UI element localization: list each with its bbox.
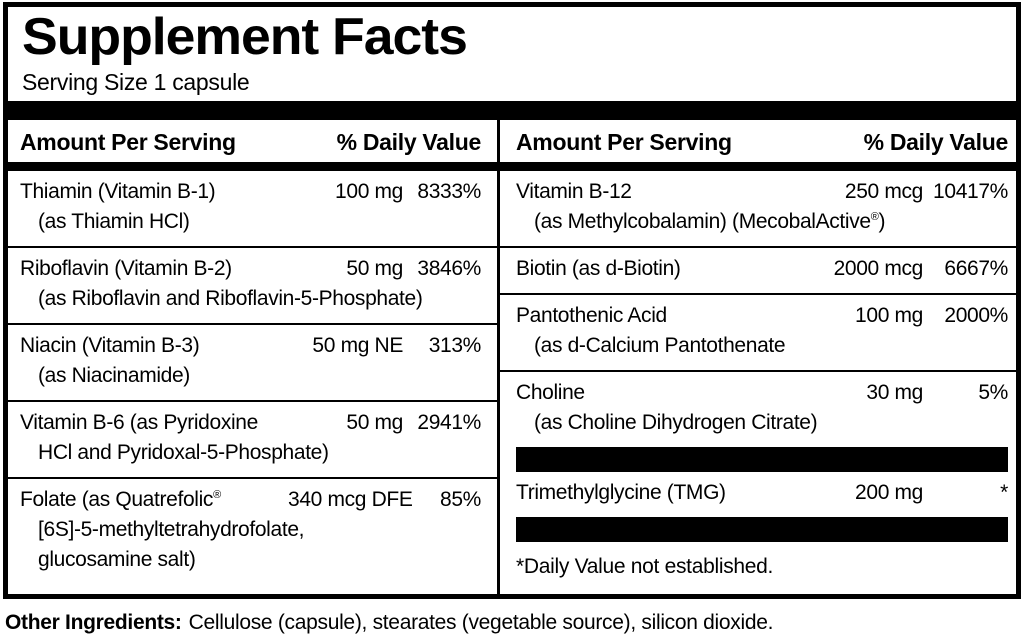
- nutrient-name: Thiamin (Vitamin B-1): [20, 180, 216, 203]
- nutrient-name: Niacin (Vitamin B-3): [20, 334, 200, 357]
- nutrient-row-folate: Folate (as Quatrefolic® 340 mcg DFE 85% …: [8, 479, 497, 584]
- nutrient-row-main: Thiamin (Vitamin B-1) 100 mg 8333%: [20, 177, 481, 207]
- nutrient-dv: 313%: [428, 334, 482, 357]
- other-ingredients-text: Cellulose (capsule), stearates (vegetabl…: [188, 611, 774, 634]
- nutrient-name: Trimethylglycine (TMG): [516, 481, 726, 504]
- black-separator-bar: [516, 447, 1008, 472]
- nutrient-row-main: Choline 30 mg 5%: [516, 378, 1008, 408]
- nutrient-amount: 50 mg: [346, 257, 403, 280]
- amount-per-serving-header: Amount Per Serving: [20, 129, 236, 155]
- nutrient-amount: 200 mg: [855, 481, 923, 504]
- nutrient-row-niacin: Niacin (Vitamin B-3) 50 mg NE 313% (as N…: [8, 325, 497, 402]
- other-ingredients-label: Other Ingredients:: [5, 611, 182, 634]
- nutrient-dv: 2941%: [417, 411, 481, 434]
- nutrient-row-thiamin: Thiamin (Vitamin B-1) 100 mg 8333% (as T…: [8, 171, 497, 248]
- nutrient-row-main: Trimethylglycine (TMG) 200 mg *: [516, 478, 1008, 508]
- nutrient-source: (as d-Calcium Pantothenate: [534, 334, 786, 357]
- nutrient-source-close: ): [878, 210, 886, 233]
- nutrient-amount: 50 mg: [346, 411, 403, 434]
- nutrient-dv: 2000%: [944, 304, 1008, 327]
- nutrient-columns: Amount Per Serving % Daily Value Thiamin…: [8, 120, 1016, 594]
- nutrient-amount: 30 mg: [866, 381, 923, 404]
- nutrient-source: (as Thiamin HCl): [38, 210, 190, 233]
- serving-size: Serving Size 1 capsule: [22, 69, 250, 95]
- nutrient-row-vitamin-b6: Vitamin B-6 (as Pyridoxine 50 mg 2941% H…: [8, 402, 497, 479]
- nutrient-dv: 6667%: [944, 257, 1008, 280]
- nutrient-row-main: Niacin (Vitamin B-3) 50 mg NE 313%: [20, 331, 481, 361]
- left-column-header: Amount Per Serving % Daily Value: [8, 120, 497, 171]
- top-divider-bar: [8, 101, 1016, 120]
- nutrient-amount: 2000 mcg: [833, 257, 924, 280]
- registered-trademark-icon: ®: [213, 489, 221, 501]
- nutrient-row-main: Biotin (as d-Biotin) 2000 mcg 6667%: [516, 254, 1008, 284]
- right-column-header: Amount Per Serving % Daily Value: [500, 120, 1016, 171]
- nutrient-amount: 250 mcg: [844, 180, 923, 203]
- other-ingredients: Other Ingredients: Cellulose (capsule), s…: [5, 609, 773, 637]
- nutrient-row-main: Vitamin B-6 (as Pyridoxine 50 mg 2941%: [20, 408, 481, 438]
- nutrient-amount: 100 mg: [335, 180, 403, 203]
- registered-trademark-icon: ®: [870, 211, 879, 223]
- left-column: Amount Per Serving % Daily Value Thiamin…: [8, 120, 500, 594]
- nutrient-source: (as Riboflavin and Riboflavin-5-Phosphat…: [38, 287, 423, 310]
- nutrient-name: Pantothenic Acid: [516, 304, 667, 327]
- nutrient-row-trimethylglycine: Trimethylglycine (TMG) 200 mg *: [500, 472, 1016, 517]
- nutrient-amount: 50 mg NE: [312, 334, 403, 357]
- amount-per-serving-header: Amount Per Serving: [516, 129, 732, 155]
- nutrient-dv: 8333%: [417, 180, 481, 203]
- daily-value-header: % Daily Value: [336, 129, 482, 155]
- black-separator-bar: [516, 517, 1008, 542]
- nutrient-source: HCl and Pyridoxal-5-Phosphate): [38, 441, 329, 464]
- nutrient-row-biotin: Biotin (as d-Biotin) 2000 mcg 6667%: [500, 248, 1016, 295]
- nutrient-amount: 340 mcg DFE: [288, 488, 413, 511]
- nutrient-dv: 85%: [440, 488, 481, 511]
- nutrient-name: Vitamin B-6 (as Pyridoxine: [20, 411, 258, 434]
- supplement-facts-panel: Supplement Facts Serving Size 1 capsule …: [3, 2, 1021, 599]
- nutrient-source-wrap: (as Methylcobalamin) (MecobalActive®): [516, 207, 1008, 237]
- nutrient-row-main: Riboflavin (Vitamin B-2) 50 mg 3846%: [20, 254, 481, 284]
- daily-value-header: % Daily Value: [863, 129, 1009, 155]
- footnote: *Daily Value not established.: [516, 555, 774, 578]
- nutrient-source: (as Methylcobalamin) (MecobalActive: [534, 210, 871, 233]
- page-title: Supplement Facts: [22, 8, 468, 66]
- right-column: Amount Per Serving % Daily Value Vitamin…: [500, 120, 1016, 594]
- nutrient-row-main: Pantothenic Acid 100 mg 2000%: [516, 301, 1008, 331]
- nutrient-dv: 3846%: [417, 257, 481, 280]
- nutrient-dv: 10417%: [933, 180, 1008, 203]
- nutrient-name-wrap: Folate (as Quatrefolic®: [20, 485, 288, 515]
- nutrient-name: Vitamin B-12: [516, 180, 632, 203]
- nutrient-row-main: Folate (as Quatrefolic® 340 mcg DFE 85%: [20, 485, 481, 515]
- nutrient-dv: 5%: [978, 381, 1008, 404]
- nutrient-row-pantothenic-acid: Pantothenic Acid 100 mg 2000% (as d-Calc…: [500, 295, 1016, 372]
- nutrient-source: [6S]-5-methyltetrahydrofolate,: [38, 518, 305, 541]
- nutrient-name: Choline: [516, 381, 585, 404]
- nutrient-name: Biotin (as d-Biotin): [516, 257, 681, 280]
- nutrient-source: (as Choline Dihydrogen Citrate): [534, 411, 818, 434]
- nutrient-name: Folate (as Quatrefolic: [20, 488, 214, 511]
- nutrient-amount: 100 mg: [855, 304, 923, 327]
- nutrient-row-riboflavin: Riboflavin (Vitamin B-2) 50 mg 3846% (as…: [8, 248, 497, 325]
- nutrient-source: (as Niacinamide): [38, 364, 190, 387]
- nutrient-source: glucosamine salt): [38, 548, 196, 571]
- nutrient-row-vitamin-b12: Vitamin B-12 250 mcg 10417% (as Methylco…: [500, 171, 1016, 248]
- nutrient-row-choline: Choline 30 mg 5% (as Choline Dihydrogen …: [500, 372, 1016, 447]
- nutrient-dv: *: [1000, 481, 1008, 504]
- nutrient-name: Riboflavin (Vitamin B-2): [20, 257, 232, 280]
- nutrient-row-main: Vitamin B-12 250 mcg 10417%: [516, 177, 1008, 207]
